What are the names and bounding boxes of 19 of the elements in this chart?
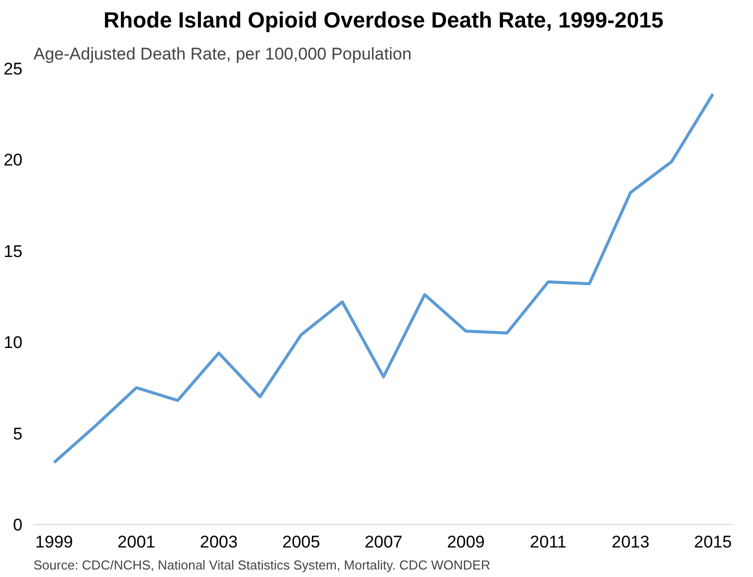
- y-axis-title: Age-Adjusted Death Rate, per 100,000 Population: [34, 44, 412, 64]
- x-tick-label: 2011: [530, 532, 566, 552]
- line-series: [52, 92, 714, 464]
- y-tick-label: 15: [4, 242, 23, 261]
- y-tick-label: 0: [13, 516, 23, 534]
- y-tick-label: 25: [4, 60, 23, 78]
- chart-title: Rhode Island Opioid Overdose Death Rate, 1999-2015: [104, 8, 664, 32]
- x-tick-label: 2015: [694, 532, 732, 552]
- x-tick-label: 1999: [35, 532, 74, 552]
- source-note: Source: CDC/NCHS, National Vital Statistics System, Mortality. CDC WONDER: [34, 558, 490, 572]
- x-tick-label: 2003: [200, 532, 238, 552]
- y-tick-label: 5: [13, 424, 23, 444]
- x-tick-label: 2009: [446, 532, 485, 552]
- x-tick-label: 2007: [364, 532, 402, 552]
- x-tick-label: 2001: [118, 532, 156, 552]
- x-tick-label: 2005: [282, 532, 320, 552]
- y-tick-label: 10: [4, 333, 23, 352]
- x-tick-label: 2013: [612, 532, 650, 552]
- y-tick-label: 20: [4, 150, 23, 170]
